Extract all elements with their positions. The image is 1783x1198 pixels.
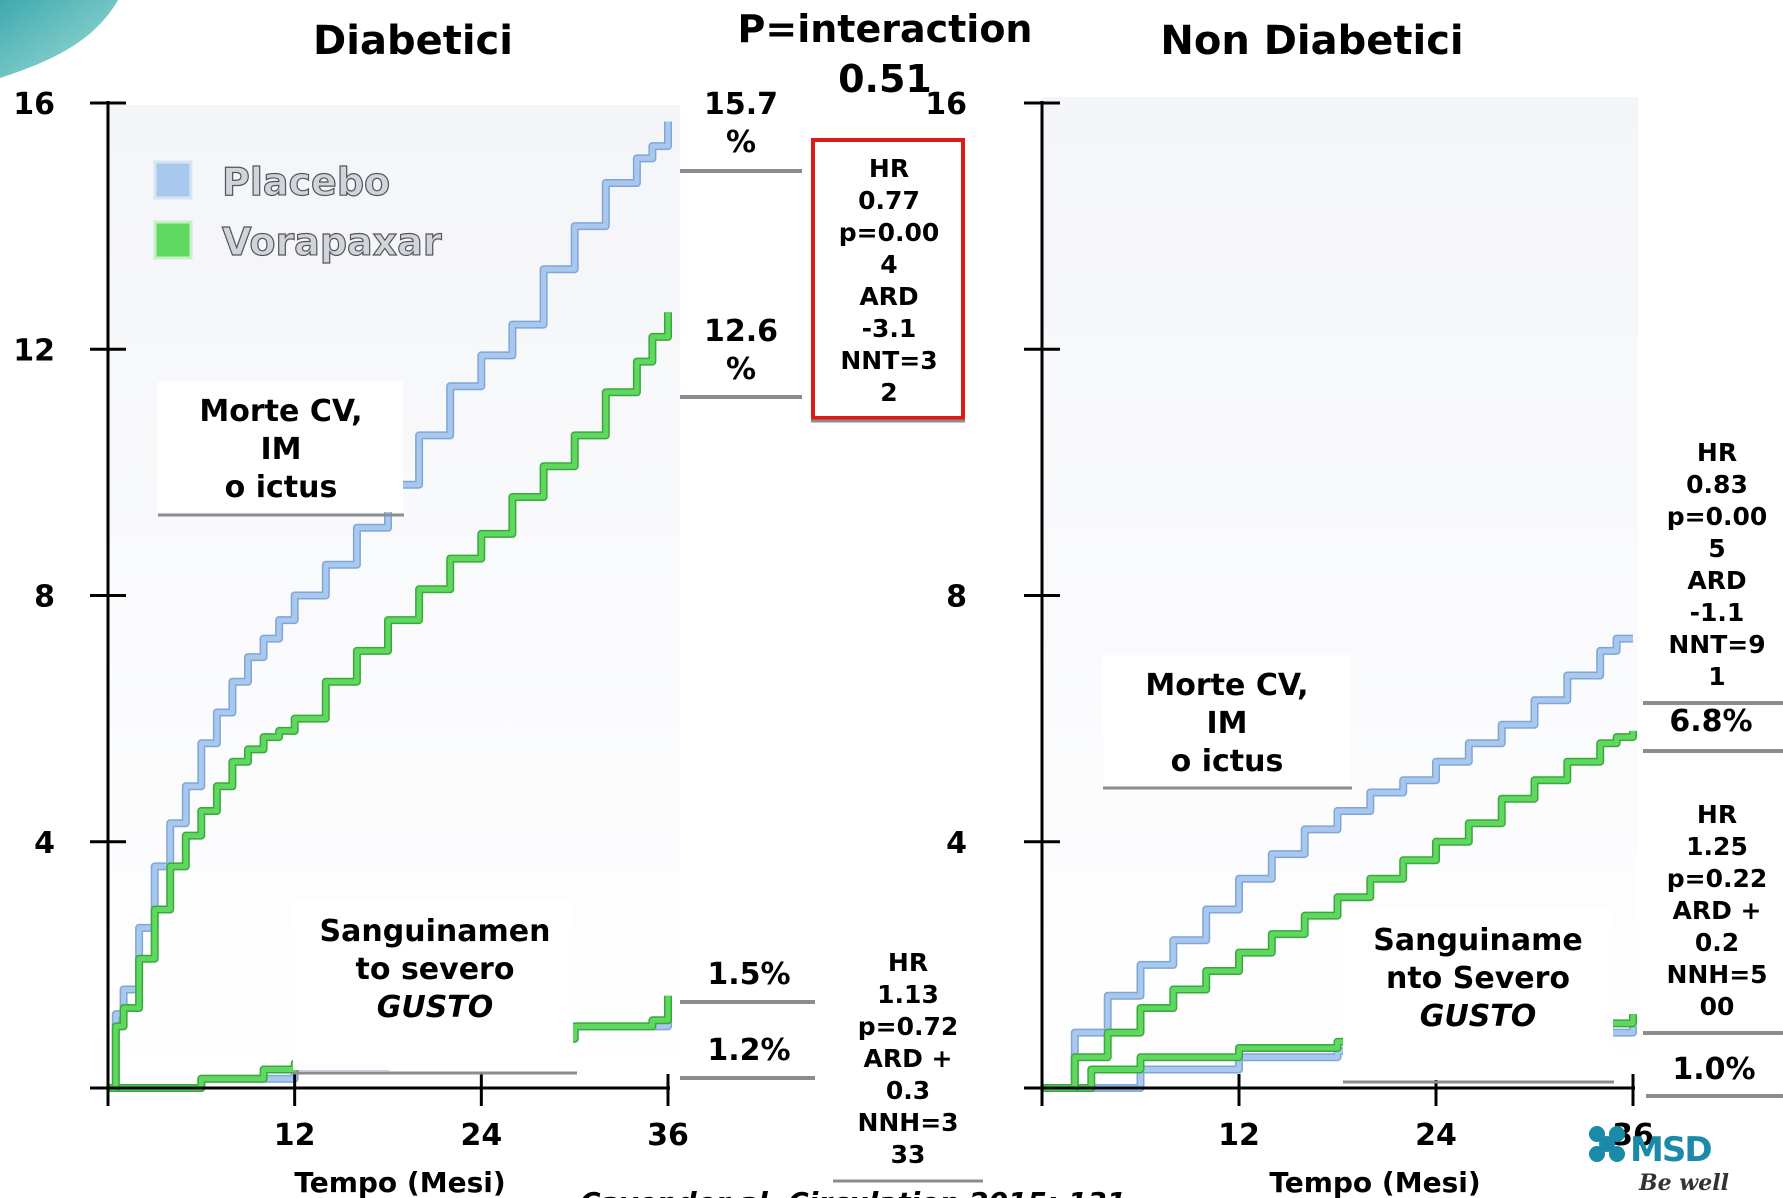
value-label-bleeding-right: 1.0%	[1672, 1052, 1755, 1087]
stat-line: NNT=9	[1668, 630, 1765, 659]
bleeding-label-box-right: Sanguiname nto Severo GUSTO	[1343, 908, 1614, 1084]
value-label-placebo-efficacy-unit: %	[726, 125, 756, 160]
stat-line: NNH=3	[857, 1108, 958, 1137]
y-tick-label: 8	[34, 580, 55, 615]
y-tick-label: 12	[13, 333, 55, 368]
msd-logo: MSD Be well	[1589, 1126, 1729, 1196]
efficacy-label-box-left: Morte CV, IM o ictus	[158, 382, 404, 517]
y-tick-label: 16	[13, 87, 55, 122]
x-axis-label-right: Tempo (Mesi)	[1269, 1166, 1480, 1198]
stat-line: p=0.00	[1667, 502, 1768, 531]
efficacy-label-line-3: o ictus	[225, 470, 338, 505]
stat-line: -1.1	[1690, 598, 1745, 627]
bleeding-stats-box-left: HR 1.13 p=0.72 ARD + 0.3 NNH=3 33	[833, 940, 983, 1183]
stat-line: 5	[1708, 534, 1725, 563]
stat-line: 2	[880, 378, 897, 407]
efficacy-stats-box-right: HR 0.83 p=0.00 5 ARD -1.1 NNT=9 1	[1667, 438, 1768, 691]
efficacy-label-line-2: IM	[260, 432, 301, 467]
legend-swatch-vorapaxar	[153, 220, 193, 260]
bleeding-label-line-1: Sanguiname	[1373, 923, 1583, 958]
legend: Placebo Vorapaxar	[153, 159, 442, 265]
series-line-placebo-efficacy	[1042, 636, 1633, 1091]
chart-title-diabetici: Diabetici	[313, 18, 513, 64]
interaction-label: P=interaction	[738, 7, 1033, 51]
legend-swatch-placebo	[153, 160, 193, 200]
bleeding-label-line-2: to severo	[356, 952, 515, 987]
stat-line: 33	[891, 1140, 926, 1169]
efficacy-stats-box-left: HR 0.77 p=0.00 4 ARD -3.1 NNT=3 2	[811, 138, 965, 423]
end-values-left: 15.7 % 12.6 % 1.5% 1.2%	[680, 87, 815, 1080]
stat-line: HR	[888, 948, 928, 977]
stat-line: HR	[1697, 438, 1737, 467]
stat-line: NNT=3	[840, 346, 937, 375]
stat-line: 0.77	[858, 186, 920, 215]
value-label-placebo-efficacy: 15.7	[704, 87, 778, 122]
stat-line: p=0.22	[1667, 864, 1768, 893]
stat-line: 0.3	[886, 1076, 930, 1105]
bleeding-label-line-3: GUSTO	[1420, 999, 1537, 1034]
stat-line: ARD +	[863, 1044, 952, 1073]
value-label-vorapaxar-bleeding: 1.5%	[707, 957, 790, 992]
msd-logo-mark	[1589, 1126, 1625, 1162]
efficacy-label-line-1: Morte CV,	[199, 394, 362, 429]
efficacy-label-line-2: IM	[1206, 706, 1247, 741]
y-tick-label: 8	[946, 580, 967, 615]
y-tick-label: 4	[946, 826, 967, 861]
value-label-vorapaxar-efficacy-unit: %	[726, 352, 756, 387]
chart-diabetici: 4 8 12 16 12 24 36	[13, 87, 689, 1153]
stat-line: 1.25	[1686, 832, 1748, 861]
stat-line: 1.13	[877, 980, 939, 1009]
series-line-vorapaxar-efficacy	[108, 312, 671, 1091]
y-tick-label: 4	[34, 826, 55, 861]
x-tick-label: 24	[1415, 1118, 1457, 1153]
series-line-vorapaxar-efficacy	[1042, 730, 1636, 1091]
x-tick-label: 12	[274, 1118, 316, 1153]
stat-line: HR	[1697, 800, 1737, 829]
series-line-placebo-efficacy	[108, 121, 671, 1091]
bleeding-label-line-2: nto Severo	[1386, 961, 1570, 996]
x-tick-label: 36	[647, 1118, 689, 1153]
x-tick-label: 24	[460, 1118, 502, 1153]
stat-line: p=0.00	[839, 218, 940, 247]
efficacy-label-box-right: Morte CV, IM o ictus	[1103, 655, 1352, 790]
stat-line: ARD	[1687, 566, 1746, 595]
efficacy-label-line-1: Morte CV,	[1145, 668, 1308, 703]
bleeding-stats-box-right: HR 1.25 p=0.22 ARD + 0.2 NNH=5 00	[1666, 800, 1767, 1021]
citation: Cavender al. Circulation 2015; 131	[580, 1186, 1126, 1198]
stat-line: 00	[1700, 992, 1735, 1021]
stat-line: NNH=5	[1666, 960, 1767, 989]
bleeding-label-line-3: GUSTO	[377, 990, 494, 1025]
value-label-efficacy-right: 6.8%	[1669, 704, 1752, 739]
legend-label-vorapaxar: Vorapaxar	[222, 220, 442, 264]
interaction-value: 0.51	[838, 57, 932, 101]
efficacy-label-line-3: o ictus	[1171, 744, 1284, 779]
stat-line: HR	[869, 154, 909, 183]
x-tick-label: 12	[1218, 1118, 1260, 1153]
stat-line: p=0.72	[858, 1012, 959, 1041]
stat-line: 4	[880, 250, 897, 279]
stat-line: ARD	[859, 282, 918, 311]
stat-line: -3.1	[862, 314, 917, 343]
legend-label-placebo: Placebo	[222, 160, 390, 204]
stat-line: ARD +	[1672, 896, 1761, 925]
msd-logo-brand: MSD	[1630, 1130, 1711, 1170]
x-axis-label-left: Tempo (Mesi)	[294, 1166, 505, 1198]
bleeding-label-line-1: Sanguinamen	[320, 914, 551, 949]
bleeding-label-box-left: Sanguinamen to severo GUSTO	[293, 900, 577, 1075]
stat-line: 1	[1708, 662, 1725, 691]
y-tick-label: 16	[925, 87, 967, 122]
chart-title-non-diabetici: Non Diabetici	[1160, 18, 1463, 64]
stat-line: 0.83	[1686, 470, 1748, 499]
msd-logo-tagline: Be well	[1638, 1170, 1729, 1196]
corner-decoration	[0, 0, 118, 78]
value-label-placebo-bleeding: 1.2%	[707, 1033, 790, 1068]
value-label-vorapaxar-efficacy: 12.6	[704, 314, 778, 349]
stat-line: 0.2	[1695, 928, 1739, 957]
